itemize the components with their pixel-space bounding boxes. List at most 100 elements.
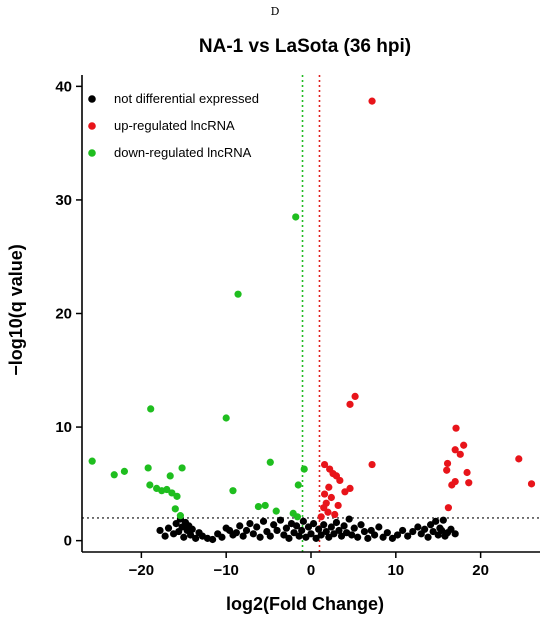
data-point — [236, 522, 244, 530]
data-point — [266, 458, 274, 466]
data-point — [234, 290, 242, 298]
data-point — [192, 534, 200, 542]
data-point — [292, 213, 300, 221]
x-tick-label: 0 — [307, 562, 315, 579]
data-point — [172, 520, 180, 528]
data-point — [399, 526, 407, 535]
data-point — [312, 534, 320, 542]
data-point — [452, 424, 460, 432]
data-point — [336, 476, 344, 485]
data-point — [300, 465, 308, 473]
chart-title: NA-1 vs LaSota (36 hpi) — [199, 36, 411, 57]
data-point — [393, 531, 402, 539]
data-point — [379, 533, 387, 541]
x-tick-label: 20 — [472, 562, 489, 579]
x-tick-label: −20 — [129, 562, 154, 579]
data-point — [388, 534, 397, 542]
data-point — [144, 464, 152, 472]
data-point — [309, 520, 318, 528]
data-point — [325, 483, 333, 491]
data-point — [332, 518, 341, 527]
data-point — [176, 512, 184, 520]
data-point — [346, 400, 354, 408]
data-point — [320, 504, 328, 512]
data-point — [317, 531, 325, 539]
x-tick-label: 10 — [387, 562, 404, 579]
data-point — [253, 523, 261, 531]
data-point — [334, 501, 342, 510]
data-point — [147, 405, 155, 413]
legend: not differential expressed up-regulated l… — [88, 91, 259, 160]
y-tick-label: 40 — [55, 78, 72, 95]
data-point — [327, 523, 335, 531]
series-0 — [156, 515, 459, 544]
panel-letter: D — [271, 5, 280, 18]
data-point — [186, 531, 195, 539]
data-point — [444, 504, 452, 512]
ticks: −20 −10 0 10 20 0 10 20 30 40 — [55, 78, 489, 579]
reference-lines — [82, 75, 540, 552]
data-point — [168, 489, 176, 497]
data-point — [345, 515, 353, 523]
data-point — [375, 523, 383, 531]
data-point — [188, 525, 196, 533]
data-point — [173, 492, 181, 500]
data-point — [404, 532, 412, 540]
legend-label: up-regulated lncRNA — [114, 118, 235, 133]
data-point — [273, 526, 281, 535]
data-point — [438, 526, 446, 535]
data-point — [432, 517, 440, 525]
series-2 — [88, 213, 308, 521]
data-point — [209, 535, 217, 544]
data-point — [421, 525, 429, 533]
data-point — [254, 502, 263, 511]
y-tick-label: 0 — [64, 533, 72, 550]
data-point — [307, 530, 315, 538]
data-point — [293, 513, 302, 521]
data-point — [335, 526, 343, 535]
data-point — [460, 441, 468, 449]
data-point — [351, 392, 359, 401]
x-tick-label: −10 — [213, 562, 238, 579]
data-point — [290, 529, 298, 537]
data-point — [451, 446, 459, 454]
legend-marker — [88, 149, 96, 157]
data-point — [259, 517, 268, 525]
data-point — [270, 521, 278, 529]
legend-marker — [88, 122, 96, 130]
data-point — [447, 525, 455, 533]
data-point — [465, 479, 473, 487]
data-point — [164, 524, 173, 532]
data-point — [357, 521, 365, 529]
data-point — [320, 490, 329, 498]
data-point — [315, 525, 323, 533]
data-point — [88, 457, 96, 465]
y-tick-label: 20 — [55, 306, 72, 323]
series-1 — [317, 97, 536, 521]
data-point — [383, 529, 391, 537]
data-point — [331, 510, 339, 519]
data-point — [163, 485, 171, 494]
data-point — [304, 523, 313, 531]
data-point — [350, 524, 358, 532]
data-point — [120, 467, 129, 475]
x-axis-label: log2(Fold Change) — [226, 594, 384, 614]
data-point — [295, 532, 303, 540]
data-point — [166, 472, 174, 480]
data-points — [88, 97, 536, 544]
data-point — [368, 97, 376, 105]
data-point — [330, 530, 338, 538]
legend-label: down-regulated lncRNA — [114, 145, 252, 160]
y-axis-label: −log10(q value) — [6, 244, 26, 376]
data-point — [443, 466, 451, 474]
data-point — [292, 522, 301, 530]
data-point — [414, 523, 422, 531]
data-point — [285, 534, 293, 542]
data-point — [171, 505, 179, 513]
data-point — [451, 530, 459, 538]
data-point — [354, 533, 362, 541]
data-point — [463, 468, 471, 477]
data-point — [443, 459, 452, 468]
data-point — [409, 527, 417, 536]
